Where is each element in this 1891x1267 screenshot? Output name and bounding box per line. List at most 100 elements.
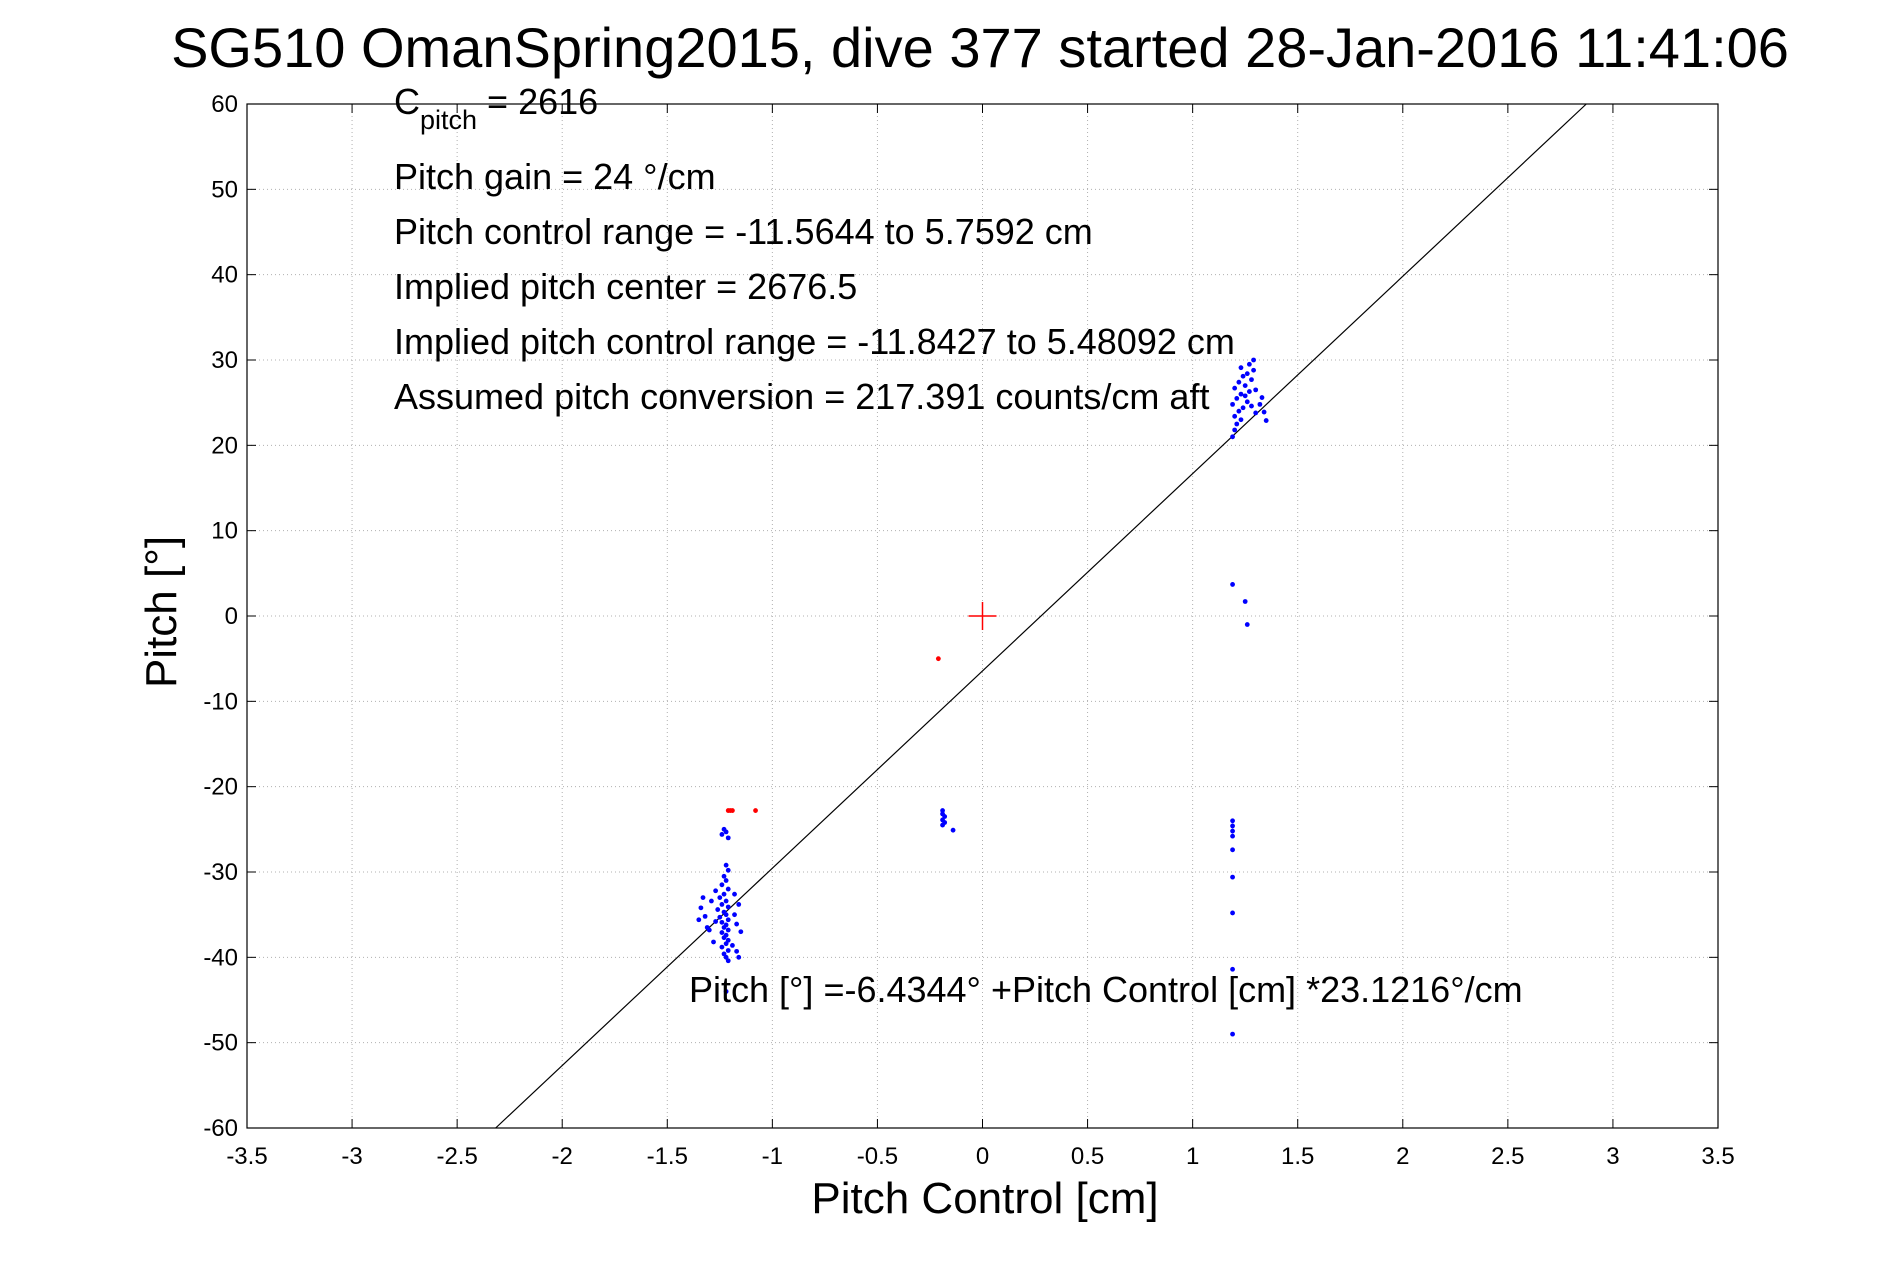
- data-point: [721, 925, 727, 930]
- data-point: [736, 902, 742, 907]
- annotation-group: Cpitch = 2616 Pitch gain = 24 °/cm Pitch…: [394, 81, 1523, 1010]
- data-point: [723, 989, 729, 994]
- y-tick-label: -20: [203, 774, 238, 801]
- y-tick-label: -50: [203, 1030, 238, 1057]
- data-point: [1263, 418, 1269, 423]
- pitch-gain-annotation: Pitch gain = 24 °/cm: [394, 156, 716, 197]
- x-tick-label: -2.5: [436, 1143, 477, 1170]
- data-point: [719, 944, 725, 950]
- data-point: [1249, 377, 1254, 383]
- points-layer: [696, 357, 1269, 1037]
- implied-pitch-center-annotation: Implied pitch center = 2676.5: [394, 266, 857, 307]
- y-tick-label: 40: [211, 262, 238, 289]
- data-point: [1244, 399, 1250, 405]
- data-point: [1257, 401, 1263, 407]
- data-point: [1242, 599, 1248, 604]
- pitch-control-range-annotation: Pitch control range = -11.5644 to 5.7592…: [394, 211, 1093, 252]
- tick-labels-layer: -3.5 -3 -2.5 -2 -1.5 -1 -0.5 0 0.5 1 1.5 2 2.5 3 3.5 -6…: [203, 91, 1734, 1170]
- data-point: [1230, 434, 1235, 440]
- data-point: [1249, 403, 1254, 409]
- data-point: [723, 862, 729, 868]
- axes-layer: [246, 103, 1719, 1129]
- x-tick-label: -1: [762, 1143, 783, 1170]
- data-point: [1244, 371, 1250, 377]
- data-point: [935, 656, 941, 662]
- x-tick-label: 0.5: [1071, 1143, 1104, 1170]
- data-point: [1234, 421, 1240, 427]
- data-point: [721, 891, 727, 897]
- data-point: [719, 882, 725, 888]
- c-pitch-annotation: Cpitch = 2616: [394, 81, 598, 135]
- data-point: [1230, 833, 1235, 839]
- data-point: [719, 919, 725, 925]
- x-tick-label: -3: [341, 1143, 362, 1170]
- assumed-pitch-conversion-annotation: Assumed pitch conversion = 217.391 count…: [394, 376, 1209, 417]
- data-point: [700, 895, 706, 900]
- data-point: [1232, 427, 1238, 433]
- x-axis-label: Pitch Control [cm]: [811, 1174, 1158, 1223]
- data-point: [734, 948, 740, 954]
- x-tick-label: 3.5: [1701, 1143, 1734, 1170]
- data-point: [1253, 410, 1259, 416]
- data-point: [717, 914, 723, 920]
- x-tick-label: 2.5: [1491, 1143, 1524, 1170]
- c-pitch-subscript: pitch: [420, 105, 477, 135]
- data-point: [732, 912, 737, 918]
- data-point: [1230, 818, 1235, 824]
- data-point: [725, 917, 731, 923]
- data-point: [723, 878, 729, 883]
- implied-pitch-control-range-annotation: Implied pitch control range = -11.8427 t…: [394, 321, 1235, 362]
- data-point: [1230, 828, 1235, 834]
- c-pitch-symbol: C: [394, 81, 420, 122]
- data-point: [1236, 408, 1242, 414]
- data-point: [713, 888, 719, 894]
- data-point: [725, 886, 731, 892]
- data-point: [723, 829, 729, 835]
- y-tick-label: -10: [203, 688, 238, 715]
- data-point: [1259, 395, 1265, 400]
- data-point: [940, 822, 945, 828]
- data-point: [734, 921, 740, 927]
- y-tick-label: 60: [211, 91, 238, 118]
- data-point: [1238, 365, 1244, 371]
- data-point: [1230, 823, 1235, 829]
- data-point: [1240, 373, 1246, 379]
- data-point: [725, 904, 731, 910]
- data-point: [723, 912, 729, 918]
- data-point: [711, 939, 716, 945]
- fit-line: [495, 103, 1587, 1129]
- y-tick-label: -30: [203, 859, 238, 886]
- data-point: [1238, 391, 1244, 397]
- data-point: [1261, 409, 1267, 415]
- data-point: [719, 832, 725, 837]
- data-point: [723, 941, 729, 947]
- data-point: [1230, 401, 1235, 407]
- data-point: [721, 935, 727, 941]
- data-point: [1236, 379, 1242, 385]
- data-point: [730, 808, 735, 813]
- center-marker: [968, 602, 997, 630]
- y-tick-label: 0: [225, 603, 238, 630]
- data-point: [717, 895, 723, 900]
- data-point: [732, 891, 737, 897]
- data-point: [730, 942, 735, 948]
- y-tick-label: -40: [203, 944, 238, 971]
- data-point: [1242, 393, 1248, 399]
- data-point: [719, 902, 725, 907]
- data-point: [725, 835, 731, 841]
- data-point: [709, 898, 714, 904]
- fit-equation-annotation: Pitch [°] =-6.4344° +Pitch Control [cm] …: [689, 969, 1523, 1010]
- data-point: [723, 898, 729, 904]
- data-point: [1246, 389, 1252, 394]
- x-tick-label: -2: [552, 1143, 573, 1170]
- data-point: [713, 919, 719, 924]
- y-tick-label: 10: [211, 518, 238, 545]
- x-tick-label: 1: [1186, 1143, 1199, 1170]
- data-point: [753, 808, 758, 813]
- data-point: [736, 954, 742, 960]
- data-point: [1238, 417, 1244, 423]
- data-point: [1230, 966, 1235, 972]
- data-point: [725, 927, 731, 933]
